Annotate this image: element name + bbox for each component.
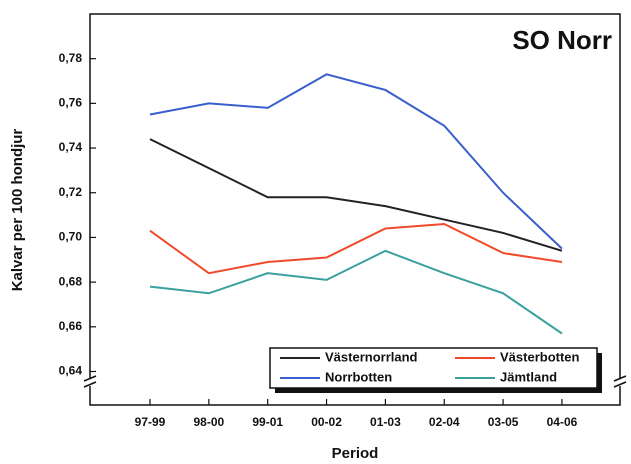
y-tick-label: 0,72	[59, 185, 83, 199]
y-axis-label: Kalvar per 100 hondjur	[9, 129, 26, 292]
legend-label: Västernorrland	[325, 349, 418, 364]
x-tick-label: 00-02	[311, 415, 342, 429]
y-tick-label: 0,70	[59, 230, 83, 244]
legend-box	[269, 347, 598, 389]
y-tick-label: 0,68	[59, 274, 83, 288]
legend-label: Norrbotten	[325, 369, 392, 384]
x-tick-label: 98-00	[193, 415, 224, 429]
x-tick-label: 04-06	[547, 415, 578, 429]
series-line	[149, 73, 563, 250]
x-tick-label: 02-04	[429, 415, 460, 429]
legend: Västernorrland Västerbotten Norrbotten Jämt…	[269, 347, 602, 393]
plot-frame	[89, 13, 621, 406]
y-tick-label: 0,78	[59, 51, 83, 65]
series-line	[149, 138, 563, 252]
series-line	[149, 249, 563, 335]
y-tick-label: 0,64	[59, 364, 83, 378]
series-line	[149, 223, 563, 275]
y-tick-label: 0,66	[59, 319, 83, 333]
legend-label: Västerbotten	[500, 349, 580, 364]
y-tick-label: 0,76	[59, 96, 83, 110]
legend-label: Jämtland	[500, 369, 557, 384]
axis-break	[83, 375, 627, 388]
x-tick-label: 03-05	[488, 415, 519, 429]
chart-title: SO Norr	[512, 25, 612, 55]
x-tick-label: 97-99	[135, 415, 166, 429]
x-tick-label: 01-03	[370, 415, 401, 429]
y-tick-label: 0,74	[59, 140, 83, 154]
x-axis-label: Period	[332, 445, 379, 462]
x-tick-label: 99-01	[252, 415, 283, 429]
